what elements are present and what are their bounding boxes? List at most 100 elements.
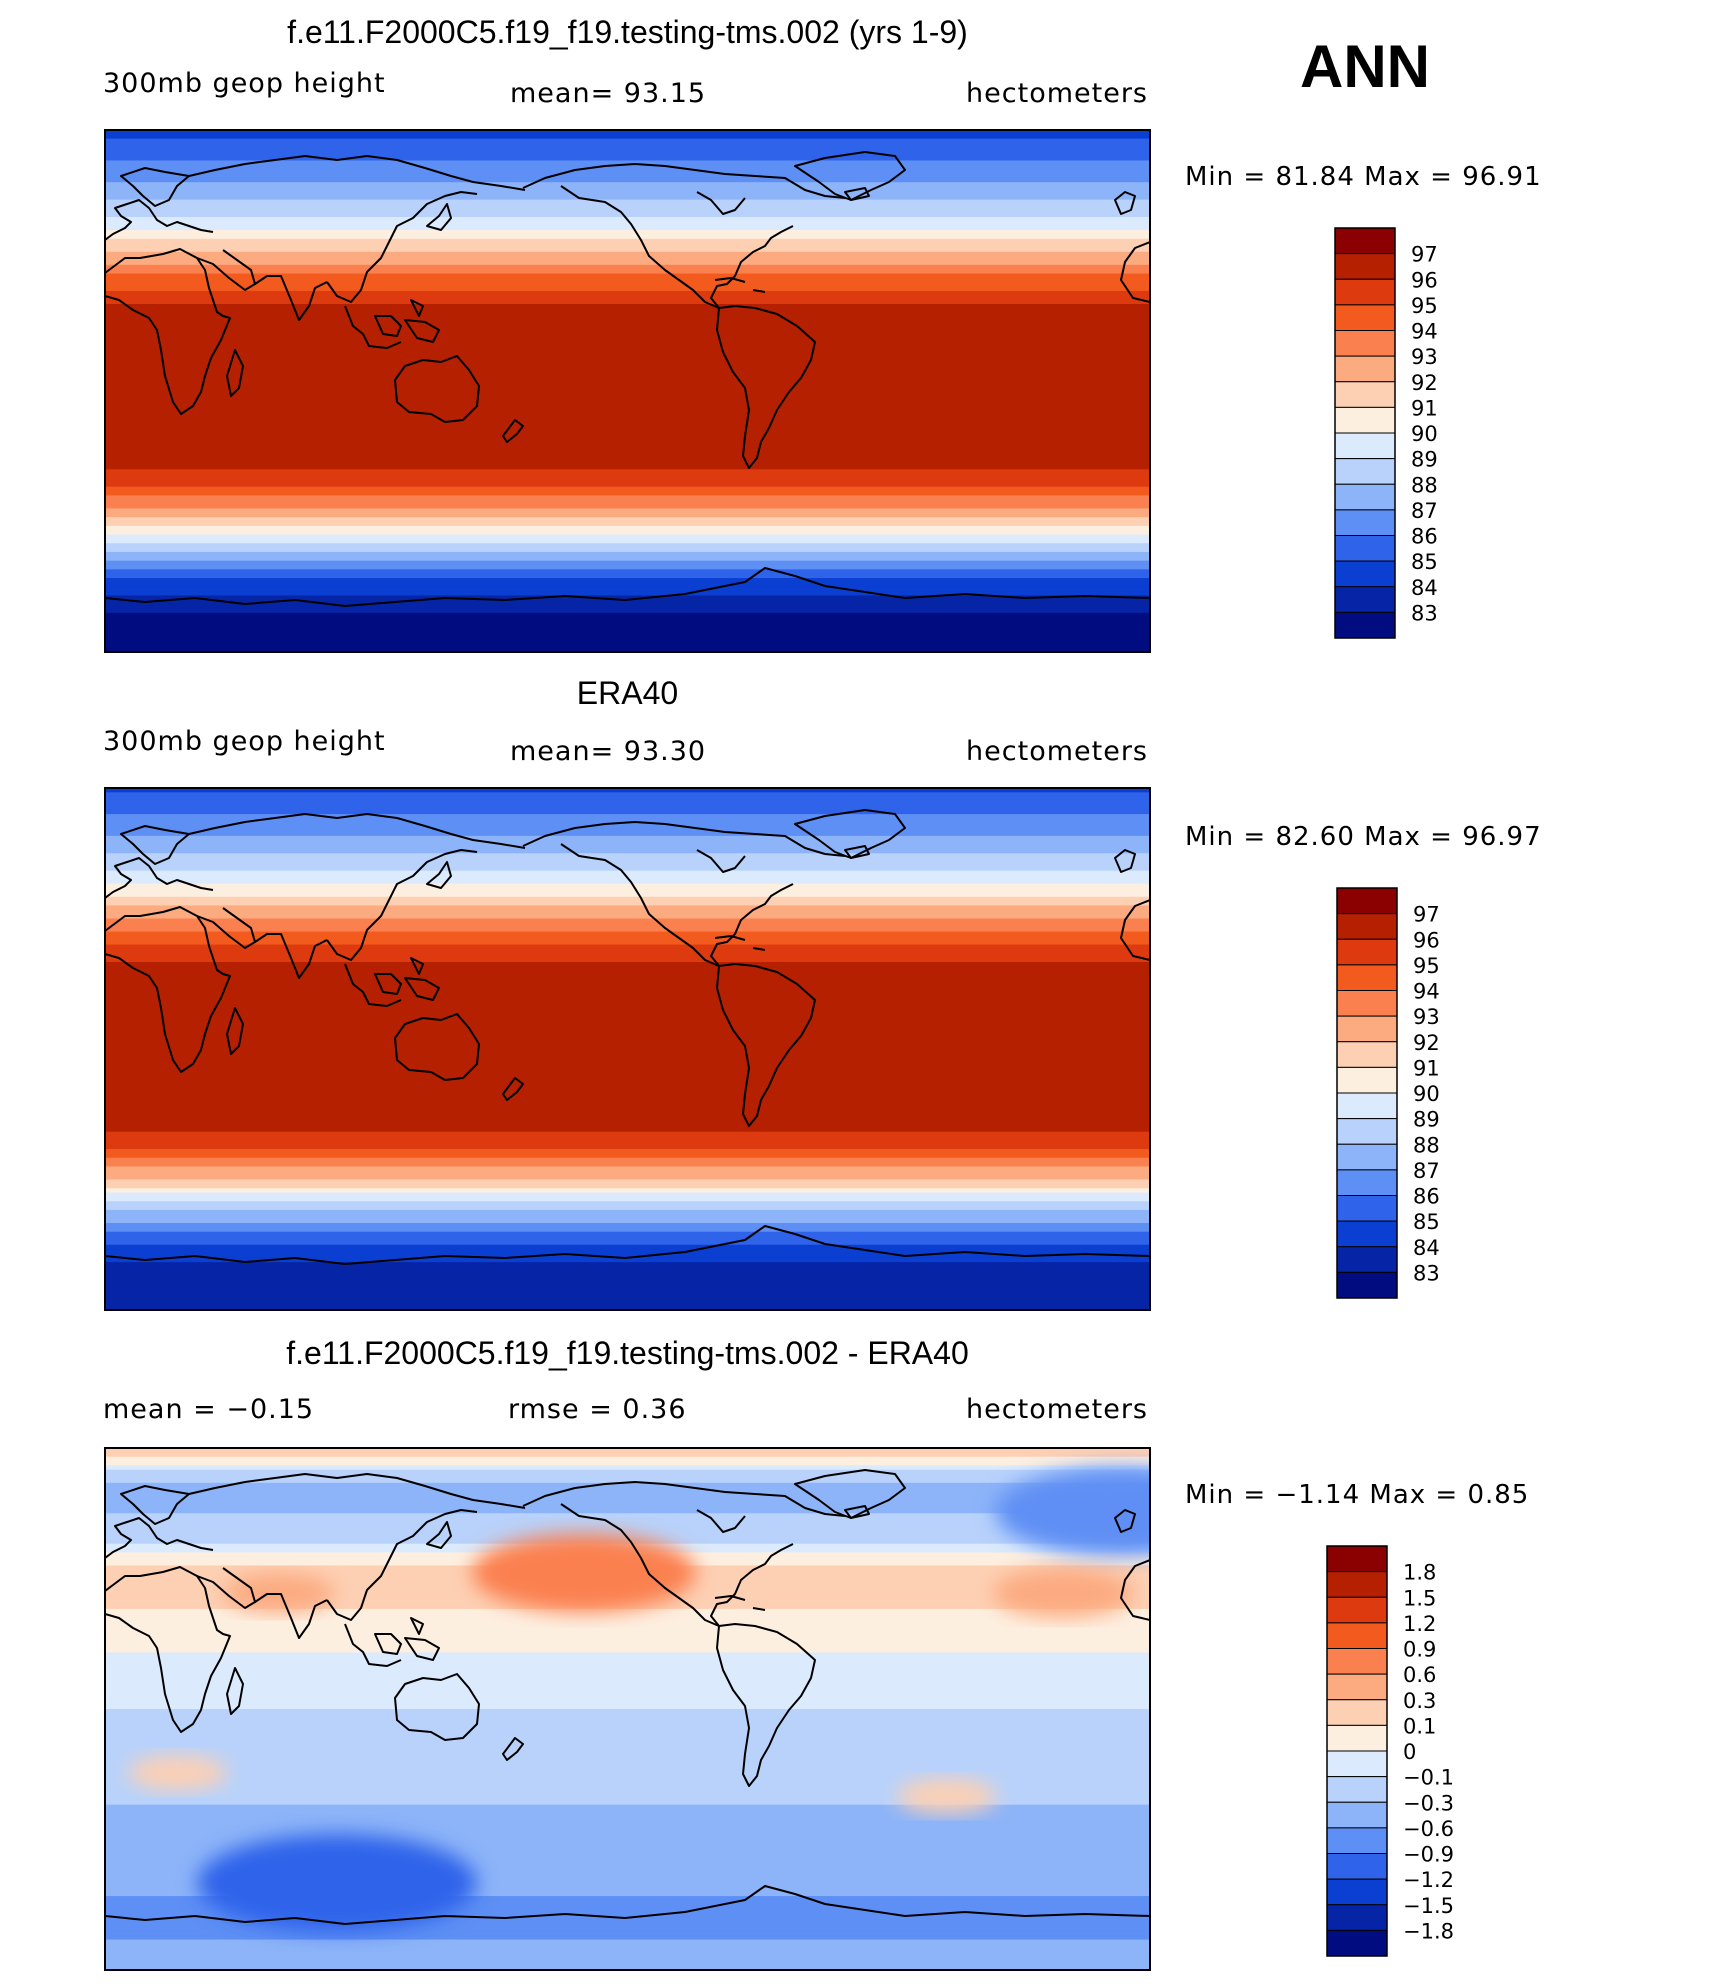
panel3-zonal-band <box>105 1661 1150 1667</box>
anomaly-north-atlantic-positive <box>992 1568 1133 1618</box>
panel1-zonal-band <box>105 304 1150 310</box>
panel1-zonal-band <box>105 430 1150 436</box>
panel1-zonal-band <box>105 482 1150 488</box>
panel3-zonal-band <box>105 1756 1150 1762</box>
panel3-zonal-band <box>105 1648 1150 1654</box>
colorbar-box <box>1336 1041 1398 1068</box>
panel3-zonal-band <box>105 1752 1150 1758</box>
panel3-zonal-band <box>105 1665 1150 1671</box>
panel1-zonal-band <box>105 469 1150 475</box>
panel2-zonal-band <box>105 1166 1150 1172</box>
panel2-minmax: Min = 82.60 Max = 96.97 <box>1185 822 1542 852</box>
panel1-zonal-band <box>105 543 1150 549</box>
colorbar-label: 0.1 <box>1403 1714 1436 1738</box>
panel3-zonal-band <box>105 1809 1150 1815</box>
panel1-zonal-band <box>105 504 1150 510</box>
panel1-zonal-band <box>105 260 1150 266</box>
colorbar-label: −1.2 <box>1403 1868 1454 1892</box>
panel1-zonal-band <box>105 478 1150 484</box>
panel1-zonal-band <box>105 164 1150 170</box>
panel2-zonal-band <box>105 801 1150 807</box>
panel2-zonal-band <box>105 809 1150 815</box>
panel2-zonal-band <box>105 1118 1150 1124</box>
panel1-zonal-band <box>105 582 1150 588</box>
panel2-zonal-band <box>105 914 1150 920</box>
panel2-zonal-band <box>105 931 1150 937</box>
panel2-zonal-band <box>105 1179 1150 1185</box>
panel1-zonal-band <box>105 360 1150 366</box>
panel3-zonal-band <box>105 1704 1150 1710</box>
colorbar-box <box>1334 381 1396 408</box>
panel1-zonal-band <box>105 408 1150 414</box>
colorbar-label: 84 <box>1413 1236 1440 1260</box>
panel2-zonal-band <box>105 840 1150 846</box>
panel2-zonal-band <box>105 1075 1150 1081</box>
panel3-zonal-band <box>105 1500 1150 1506</box>
colorbar-box <box>1326 1571 1388 1598</box>
panel3-zonal-band <box>105 1491 1150 1497</box>
panel1-zonal-band <box>105 486 1150 492</box>
colorbar-box <box>1326 1673 1388 1701</box>
panel1-zonal-band <box>105 156 1150 162</box>
panel3-zonal-band <box>105 1743 1150 1749</box>
panel2-zonal-band <box>105 883 1150 889</box>
panel3-zonal-band <box>105 1722 1150 1728</box>
panel2-zonal-band <box>105 944 1150 950</box>
panel2-zonal-band <box>105 1031 1150 1037</box>
panel2-zonal-band <box>105 1209 1150 1216</box>
panel3-zonal-band <box>105 1952 1150 1958</box>
panel1-zonal-band <box>105 199 1150 205</box>
colorbar-label: 84 <box>1411 576 1438 600</box>
panel3-zonal-band <box>105 1796 1150 1802</box>
colorbar-label: 90 <box>1411 422 1438 446</box>
colorbar-label: 1.8 <box>1403 1561 1436 1585</box>
anomaly-southeast-pacific-positive <box>896 1778 997 1814</box>
panel2-zonal-band <box>105 1296 1150 1303</box>
panel1-zonal-band <box>105 630 1150 636</box>
panel1-zonal-band <box>105 286 1150 292</box>
colorbar-box <box>1334 304 1396 332</box>
panel2-zonal-band <box>105 962 1150 968</box>
panel2-zonal-band <box>105 861 1150 868</box>
anomaly-north-pacific-positive <box>472 1533 696 1612</box>
panel3-zonal-band <box>105 1822 1150 1828</box>
colorbar-label: 90 <box>1413 1082 1440 1106</box>
panel3-zonal-band <box>105 1913 1150 1919</box>
panel1-variable-label: 300mb geop height <box>103 68 386 99</box>
panel3-zonal-band <box>105 1709 1150 1715</box>
panel2-zonal-band <box>105 814 1150 820</box>
panel1-zonal-band <box>105 321 1150 327</box>
panel2-zonal-band <box>105 1096 1150 1102</box>
panel2-zonal-band <box>105 909 1150 915</box>
panel3-zonal-band <box>105 1504 1150 1510</box>
panel2-zonal-band <box>105 1153 1150 1159</box>
panel1-zonal-band <box>105 134 1150 140</box>
panel3-zonal-band <box>105 1774 1150 1780</box>
panel2-zonal-band <box>105 896 1150 902</box>
panel3-map <box>105 1448 1150 1970</box>
panel3-zonal-band <box>105 1904 1150 1910</box>
panel3-mean-label: mean = −0.15 <box>103 1394 315 1425</box>
panel2-zonal-band <box>105 922 1150 928</box>
panel1-zonal-band <box>105 573 1150 579</box>
panel1-zonal-band <box>105 334 1150 340</box>
colorbar-label: 87 <box>1413 1159 1440 1183</box>
panel1-zonal-band <box>105 295 1150 301</box>
panel3-zonal-band <box>105 1487 1150 1493</box>
colorbar-box <box>1326 1827 1388 1855</box>
panel3-zonal-band <box>105 1630 1150 1636</box>
panel3-zonal-band <box>105 1830 1150 1836</box>
panel1-zonal-band <box>105 195 1150 201</box>
panel3-zonal-band <box>105 1835 1150 1841</box>
panel2-zonal-band <box>105 1157 1150 1163</box>
panel1-zonal-band <box>105 499 1150 505</box>
panel2-zonal-band <box>105 992 1150 998</box>
colorbar-label: 95 <box>1413 954 1440 978</box>
panel1-zonal-band <box>105 299 1150 305</box>
panel2-zonal-band <box>105 1122 1150 1129</box>
panel3-zonal-band <box>105 1813 1150 1819</box>
panel3-zonal-band <box>105 1787 1150 1793</box>
panel1-zonal-band <box>105 138 1150 144</box>
panel3-zonal-band <box>105 1778 1150 1784</box>
panel3-zonal-band <box>105 1878 1150 1884</box>
